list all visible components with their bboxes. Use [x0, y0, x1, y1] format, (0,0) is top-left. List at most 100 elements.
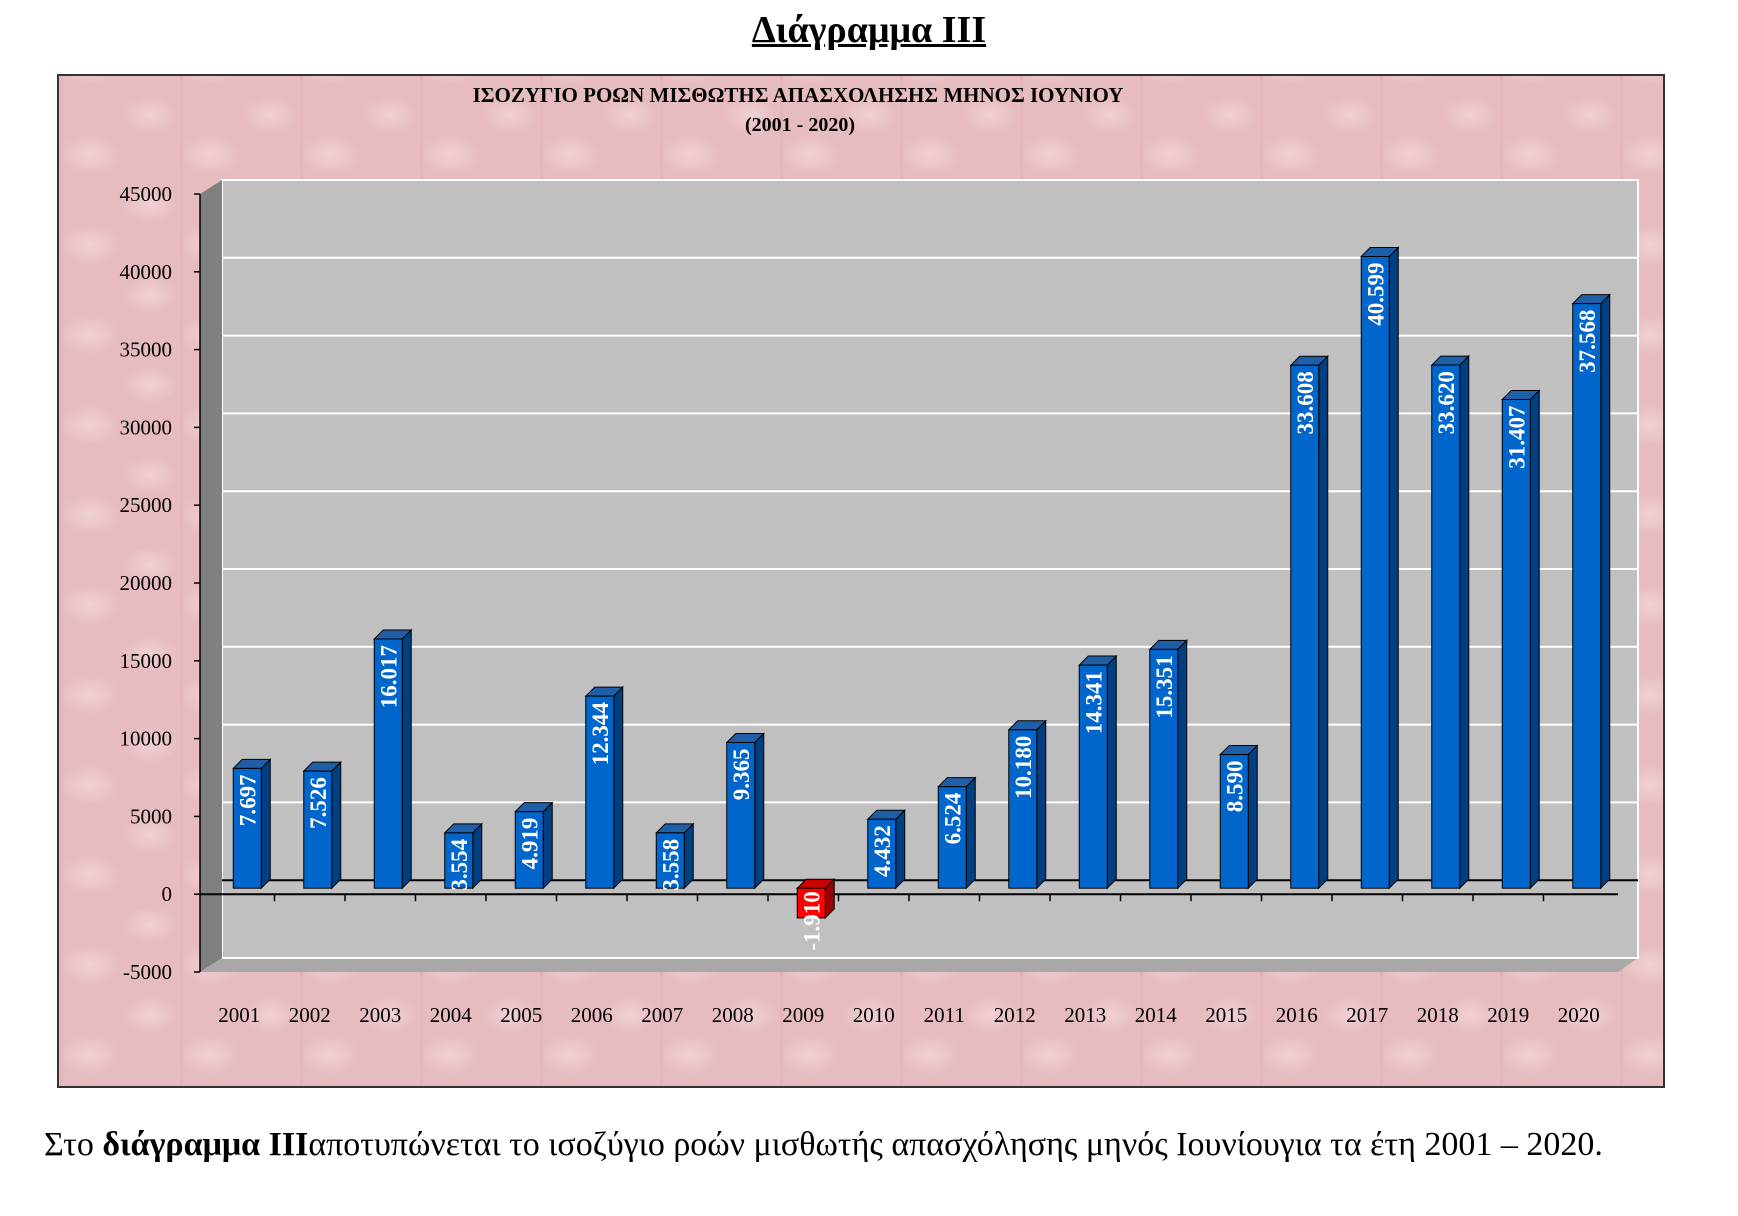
data-label: 9.365 [729, 748, 754, 800]
x-tick-label: 2018 [1417, 1003, 1459, 1027]
bar [1360, 255, 1390, 889]
paragraph-bold: διάγραμμα ΙΙΙ [102, 1126, 309, 1163]
bar [937, 786, 967, 889]
x-tick-label: 2013 [1064, 1003, 1106, 1027]
x-tick-label: 2008 [712, 1003, 754, 1027]
x-tick-label: 2011 [924, 1003, 965, 1027]
description-paragraph: Στο διάγραμμα ΙΙΙαποτυπώνεται το ισοζύγι… [44, 1120, 1704, 1170]
bar-side [260, 758, 271, 890]
bar [514, 811, 544, 889]
bar-side [683, 822, 694, 890]
x-tick-label: 2004 [430, 1003, 473, 1027]
bar [444, 832, 474, 889]
x-tick-label: 2014 [1135, 1003, 1178, 1027]
bar [1501, 399, 1531, 889]
bar-side [1529, 389, 1540, 890]
bar-side [1106, 654, 1117, 890]
y-tick-label: 30000 [120, 415, 173, 439]
y-tick-label: 10000 [120, 727, 173, 751]
y-tick-label: 20000 [120, 571, 173, 595]
bar [867, 818, 897, 889]
bar-side [1036, 719, 1047, 890]
x-tick-label: 2005 [500, 1003, 542, 1027]
bar-side [331, 760, 342, 890]
data-label: 3.554 [447, 838, 472, 890]
bar-side [1600, 293, 1611, 890]
paragraph-text: αποτυπώνεται το ισοζύγιο ροών μισθωτής α… [308, 1126, 1603, 1163]
x-tick-label: 2015 [1205, 1003, 1247, 1027]
data-label: 15.351 [1152, 655, 1177, 718]
bar [1572, 303, 1602, 889]
bar-side [965, 776, 976, 890]
data-label: 8.590 [1222, 761, 1247, 813]
bar-side [754, 732, 765, 890]
x-tick-label: 2020 [1558, 1003, 1600, 1027]
y-tick-label: 35000 [120, 338, 173, 362]
bar [1431, 364, 1461, 889]
x-tick-label: 2010 [853, 1003, 895, 1027]
data-label: 16.017 [376, 645, 401, 708]
bar [655, 832, 685, 889]
data-label: 37.568 [1575, 310, 1600, 373]
bar [796, 887, 826, 919]
bar [585, 695, 615, 889]
bar [303, 770, 333, 889]
y-tick-label: -5000 [123, 960, 172, 984]
bar-side [1459, 354, 1470, 890]
bar-side [895, 809, 906, 890]
bar-side [1388, 246, 1399, 890]
x-tick-label: 2006 [571, 1003, 613, 1027]
y-tick-label: 15000 [120, 649, 173, 673]
y-tick-label: 45000 [120, 182, 173, 206]
data-label: 31.407 [1504, 406, 1529, 469]
y-tick-label: 5000 [130, 804, 172, 828]
plot-floor [200, 958, 1638, 972]
data-label: 33.608 [1293, 371, 1318, 434]
data-label: 40.599 [1363, 262, 1388, 325]
y-tick-label: 25000 [120, 493, 173, 517]
data-label: 4.432 [870, 825, 895, 877]
x-tick-label: 2017 [1346, 1003, 1388, 1027]
plot-side-wall [200, 180, 222, 972]
x-tick-label: 2007 [641, 1003, 683, 1027]
bar [373, 638, 403, 889]
bar-side [613, 685, 624, 890]
bar [1149, 648, 1179, 889]
x-tick-label: 2002 [289, 1003, 331, 1027]
chart-title: ΙΣΟΖΥΓΙΟ ΡΟΩΝ ΜΙΣΘΩΤΗΣ ΑΠΑΣΧΟΛΗΣΗΣ ΜΗΝΟΣ… [473, 83, 1124, 107]
bar [726, 741, 756, 889]
data-label: 3.558 [658, 839, 683, 891]
data-label: 33.620 [1434, 371, 1459, 434]
x-tick-label: 2001 [218, 1003, 260, 1027]
data-label: 12.344 [588, 702, 613, 766]
bar-side [472, 822, 483, 890]
paragraph-text: Στο [44, 1126, 103, 1163]
bar [1078, 664, 1108, 889]
data-label: 4.919 [517, 818, 542, 870]
bar [1219, 754, 1249, 889]
bar [1290, 364, 1320, 889]
x-tick-label: 2019 [1487, 1003, 1529, 1027]
data-label: 6.524 [940, 792, 965, 844]
data-label: 7.526 [306, 777, 331, 829]
bar [232, 767, 262, 889]
data-label: 14.341 [1081, 671, 1106, 734]
bar-side [1247, 744, 1258, 890]
x-tick-label: 2012 [994, 1003, 1036, 1027]
bar-side [1318, 355, 1329, 890]
chart-subtitle: (2001 - 2020) [745, 114, 855, 136]
bar-side [401, 628, 412, 890]
bar-side [1177, 639, 1188, 890]
y-tick-label: 40000 [120, 260, 173, 284]
data-label: 10.180 [1011, 736, 1036, 799]
bar [1008, 729, 1038, 889]
y-tick-label: 0 [162, 882, 173, 906]
data-label: -1.910 [799, 891, 824, 950]
document-heading: Διάγραμμα ΙΙΙ [751, 9, 987, 51]
x-tick-label: 2009 [782, 1003, 824, 1027]
x-tick-label: 2003 [359, 1003, 401, 1027]
data-label: 7.697 [235, 774, 260, 826]
x-tick-label: 2016 [1276, 1003, 1318, 1027]
bar-side [542, 801, 553, 890]
